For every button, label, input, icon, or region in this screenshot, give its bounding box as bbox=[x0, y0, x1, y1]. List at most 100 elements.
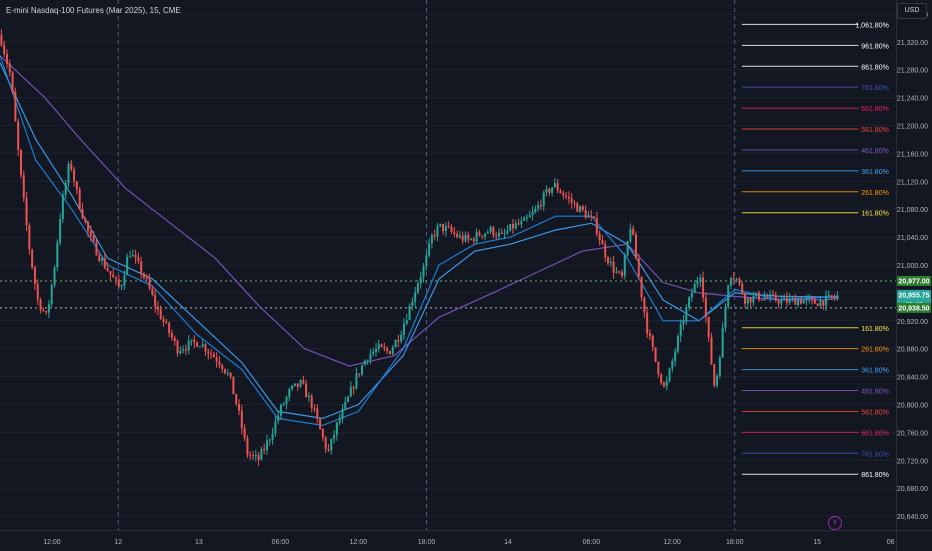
fib-level-label: 361.80% bbox=[861, 169, 889, 176]
currency-button[interactable]: USD bbox=[897, 3, 927, 19]
time-tick-label: 13 bbox=[195, 539, 203, 546]
candle-body bbox=[721, 327, 724, 358]
candle-body bbox=[358, 373, 361, 375]
candle-body bbox=[439, 223, 442, 226]
lightning-icon[interactable]: ⚡ bbox=[828, 516, 842, 530]
candle-body bbox=[95, 241, 98, 256]
candle-body bbox=[791, 297, 794, 299]
candle-body bbox=[140, 261, 143, 274]
candle-body bbox=[525, 217, 528, 219]
candle-body bbox=[811, 298, 814, 300]
candle-body bbox=[671, 360, 674, 369]
candle-body bbox=[710, 337, 713, 365]
price-scale[interactable] bbox=[896, 0, 932, 530]
candle-body bbox=[31, 249, 34, 268]
candle-body bbox=[674, 351, 677, 361]
candle-body bbox=[59, 219, 62, 243]
candle-body bbox=[73, 169, 76, 182]
candle-body bbox=[704, 297, 707, 318]
candle-body bbox=[755, 292, 758, 296]
fib-level-label: 161.80% bbox=[861, 211, 889, 218]
candle-body bbox=[836, 295, 839, 298]
candle-body bbox=[707, 317, 710, 338]
price-tick-label: 21,040.00 bbox=[897, 235, 928, 242]
candle-body bbox=[279, 405, 282, 416]
candle-body bbox=[120, 285, 123, 287]
candle-body bbox=[251, 455, 254, 457]
candle-body bbox=[696, 281, 699, 285]
candle-body bbox=[165, 321, 168, 323]
candle-body bbox=[3, 45, 6, 55]
candle-body bbox=[349, 387, 352, 397]
candle-body bbox=[732, 278, 735, 280]
candle-body bbox=[366, 359, 369, 361]
candle-body bbox=[699, 277, 702, 282]
candle-body bbox=[98, 255, 101, 261]
candle-body bbox=[173, 337, 176, 341]
candle-body bbox=[534, 208, 537, 213]
candle-body bbox=[47, 304, 50, 313]
candle-body bbox=[22, 175, 25, 198]
scale-corner[interactable] bbox=[896, 530, 932, 551]
candle-body bbox=[285, 396, 288, 404]
price-tick-label: 20,680.00 bbox=[897, 486, 928, 493]
candle-body bbox=[752, 295, 755, 303]
time-scale[interactable] bbox=[0, 530, 896, 551]
fib-level-label: 861.80% bbox=[861, 472, 889, 479]
time-tick-label: 12:00 bbox=[350, 539, 368, 546]
time-tick-label: 06:00 bbox=[583, 539, 601, 546]
candle-body bbox=[486, 232, 489, 234]
candle-body bbox=[517, 223, 520, 225]
candle-body bbox=[634, 234, 637, 259]
candle-body bbox=[162, 319, 165, 322]
time-tick-label: 14 bbox=[504, 539, 512, 546]
candle-body bbox=[693, 284, 696, 294]
candle-body bbox=[643, 297, 646, 313]
candle-body bbox=[310, 395, 313, 408]
candle-body bbox=[391, 347, 394, 355]
candle-body bbox=[112, 274, 115, 278]
candle-body bbox=[84, 218, 87, 222]
price-tick-label: 20,880.00 bbox=[897, 347, 928, 354]
candle-body bbox=[716, 375, 719, 386]
candle-body bbox=[257, 455, 260, 460]
grid-layer bbox=[0, 13, 896, 517]
candle-body bbox=[394, 339, 397, 348]
candle-body bbox=[277, 415, 280, 422]
candle-body bbox=[553, 183, 556, 188]
candle-body bbox=[249, 454, 252, 456]
candle-body bbox=[352, 387, 355, 389]
candle-body bbox=[615, 271, 618, 273]
candle-body bbox=[461, 235, 464, 241]
fib-level-label: 1,061.80% bbox=[855, 22, 888, 29]
moving-average-line bbox=[0, 55, 839, 367]
candle-body bbox=[87, 221, 90, 232]
time-tick-label: 18:00 bbox=[726, 539, 744, 546]
candle-body bbox=[830, 295, 833, 298]
candle-body bbox=[33, 267, 36, 284]
moving-averages bbox=[0, 55, 839, 427]
fib-level-label: 661.80% bbox=[861, 430, 889, 437]
time-tick-label: 12 bbox=[114, 539, 122, 546]
candle-body bbox=[660, 374, 663, 383]
candle-body bbox=[182, 349, 185, 351]
candle-body bbox=[679, 324, 682, 337]
candle-body bbox=[562, 193, 565, 196]
candle-body bbox=[587, 215, 590, 218]
price-tick-label: 21,240.00 bbox=[897, 96, 928, 103]
candle-body bbox=[713, 364, 716, 386]
candle-body bbox=[145, 277, 148, 279]
price-axis-labels: 21,360.0021,320.0021,280.0021,240.0021,2… bbox=[897, 12, 928, 521]
candle-body bbox=[229, 372, 232, 377]
candle-body bbox=[126, 256, 129, 276]
candle-body bbox=[265, 440, 268, 450]
candle-body bbox=[475, 232, 478, 242]
candles bbox=[0, 29, 839, 466]
price-tag-label: 20,938.50 bbox=[898, 305, 929, 312]
candle-body bbox=[335, 422, 338, 436]
candle-body bbox=[724, 306, 727, 328]
candle-body bbox=[458, 235, 461, 238]
candle-body bbox=[151, 288, 154, 295]
